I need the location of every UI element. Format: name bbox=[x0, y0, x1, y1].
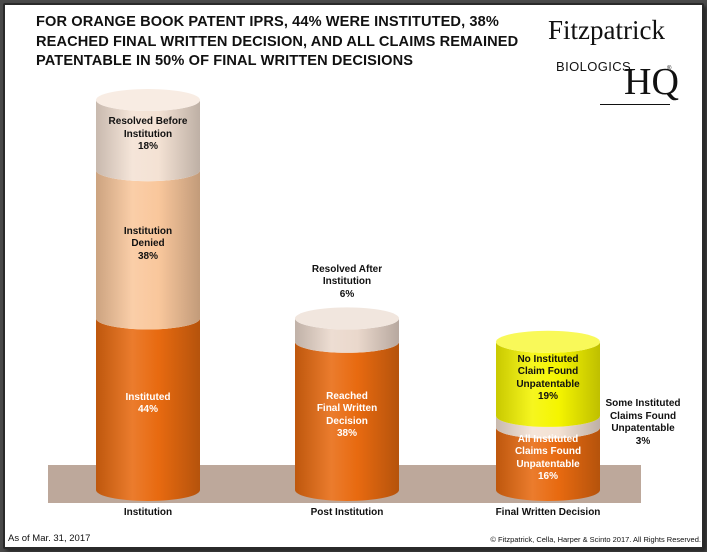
segment-label-line: 3% bbox=[635, 435, 651, 447]
segment-label-line: All Instituted bbox=[517, 433, 579, 445]
bar-0-top-cap bbox=[96, 89, 200, 111]
segment-label-line: Resolved Before bbox=[108, 116, 188, 128]
segment-label-1-1: Resolved After Institution 6% bbox=[287, 264, 407, 302]
segment-label-line: 18% bbox=[137, 141, 158, 153]
segment-label-0-0: Instituted 44% bbox=[88, 392, 208, 417]
bar-0-segment-1 bbox=[96, 170, 200, 330]
segment-label-line: Reached bbox=[326, 390, 368, 402]
segment-label-line: Claim Found bbox=[517, 366, 579, 378]
logo-biologics: BIOLOGICS bbox=[556, 59, 632, 74]
bar-1-segment-1 bbox=[295, 318, 399, 353]
copyright-notice: © Fitzpatrick, Cella, Harper & Scinto 20… bbox=[490, 535, 701, 544]
segment-label-line: Unpatentable bbox=[516, 458, 580, 470]
segment-label-line: Unpatentable bbox=[611, 423, 675, 434]
footnote-date: As of Mar. 31, 2017 bbox=[8, 533, 91, 544]
segment-label-line: 6% bbox=[339, 288, 355, 300]
segment-label-line: 44% bbox=[137, 404, 158, 416]
segment-label-line: 16% bbox=[537, 471, 558, 483]
bar-1-segment-0 bbox=[295, 341, 399, 501]
bar-2-top-cap bbox=[496, 330, 600, 353]
segment-label-2-2: No Instituted Claim Found Unpatentable 19% bbox=[488, 354, 608, 404]
bar-1-top-cap bbox=[295, 307, 399, 330]
segment-label-line: No Instituted bbox=[517, 353, 579, 365]
logo-fitzpatrick: Fitzpatrick bbox=[548, 15, 665, 45]
category-label-0: Institution bbox=[123, 507, 173, 518]
segment-label-line: Claims Found bbox=[514, 446, 582, 458]
segment-label-line: Institution bbox=[123, 225, 173, 237]
segment-label-line: Institution bbox=[123, 128, 173, 140]
bar-2-segment-1 bbox=[496, 415, 600, 439]
segment-label-line: Denied bbox=[131, 238, 165, 250]
chart-title: FOR ORANGE BOOK PATENT IPRS, 44% WERE IN… bbox=[36, 14, 519, 69]
logo-registered-mark: ® bbox=[667, 66, 672, 72]
bar-2-segment-0 bbox=[496, 427, 600, 501]
segment-label-line: Unpatentable bbox=[516, 378, 580, 390]
segment-label-line: Resolved After bbox=[311, 263, 383, 275]
category-label-1: Post Institution bbox=[310, 507, 384, 518]
segment-label-line: 38% bbox=[336, 428, 357, 440]
segment-label-0-2: Resolved Before Institution 18% bbox=[88, 116, 208, 154]
segment-label-0-1: Institution Denied 38% bbox=[88, 226, 208, 264]
logo-slash bbox=[600, 104, 670, 105]
segment-label-line: Final Written bbox=[316, 403, 378, 415]
segment-label-line: 19% bbox=[537, 391, 558, 403]
segment-label-2-1: Some Instituted Claims Found Unpatentable 3… bbox=[593, 398, 693, 448]
segment-label-line: Decision bbox=[326, 415, 368, 427]
segment-label-2-0: All Instituted Claims Found Unpatentable 16… bbox=[488, 434, 608, 484]
bar-2-segment-2 bbox=[496, 341, 600, 427]
segment-label-line: Some Instituted bbox=[605, 398, 681, 409]
segment-label-line: Instituted bbox=[125, 391, 171, 403]
category-label-2: Final Written Decision bbox=[495, 507, 601, 518]
logo-hq: HQ bbox=[624, 61, 679, 103]
segment-label-line: Claims Found bbox=[609, 410, 677, 422]
segment-label-line: 38% bbox=[137, 250, 158, 262]
bar-0-segment-0 bbox=[96, 318, 200, 501]
segment-label-1-0: Reached Final Written Decision 38% bbox=[287, 391, 407, 441]
segment-label-line: Institution bbox=[322, 276, 372, 288]
bar-0-segment-2 bbox=[96, 100, 200, 182]
